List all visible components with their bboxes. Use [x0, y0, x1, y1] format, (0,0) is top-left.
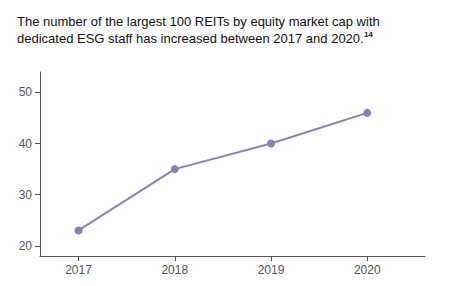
svg-text:dedicated ESG staff has increa: dedicated ESG staff has increased betwee…: [17, 31, 364, 46]
svg-text:50: 50: [19, 85, 33, 99]
svg-text:2018: 2018: [161, 263, 188, 277]
svg-text:2019: 2019: [258, 263, 285, 277]
svg-text:20: 20: [19, 239, 33, 253]
svg-text:The number of the largest 100: The number of the largest 100 REITs by e…: [17, 14, 383, 29]
svg-text:2017: 2017: [65, 263, 92, 277]
svg-text:2020: 2020: [354, 263, 381, 277]
svg-text:30: 30: [19, 188, 33, 202]
svg-text:40: 40: [19, 137, 33, 151]
svg-text:14: 14: [364, 30, 373, 39]
